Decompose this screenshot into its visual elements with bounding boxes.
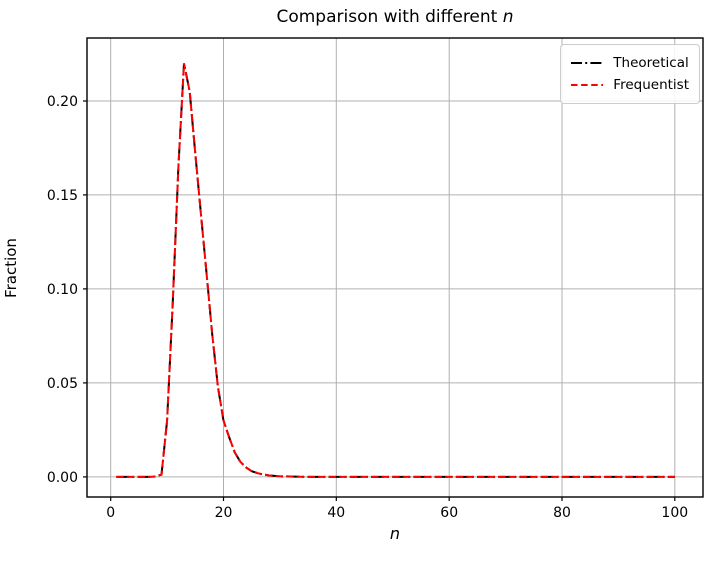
y-tick-label: 0.15 <box>47 188 78 204</box>
chart-title-var: n <box>502 7 514 27</box>
x-axis-label: n <box>389 524 401 543</box>
x-tick-label: 0 <box>106 505 115 521</box>
legend-item-frequentist: Frequentist <box>570 74 689 96</box>
y-tick-label: 0.20 <box>47 94 78 110</box>
legend-item-theoretical: Theoretical <box>570 52 689 74</box>
x-tick-label: 60 <box>440 505 458 521</box>
plot-frame <box>86 37 704 498</box>
y-tick-label: 0.10 <box>47 282 78 298</box>
y-axis-label: Fraction <box>2 238 20 298</box>
theoretical-line-sample-icon <box>571 62 604 64</box>
series-line-theoretical <box>116 63 675 478</box>
legend-label-theoretical: Theoretical <box>613 55 689 71</box>
chart-title-text: Comparison with different <box>276 7 503 27</box>
legend: Theoretical Frequentist <box>560 44 700 104</box>
y-tick-label: 0.00 <box>47 470 78 486</box>
x-tick-label: 20 <box>215 505 233 521</box>
x-tick-label: 40 <box>327 505 345 521</box>
chart-title: Comparison with different n <box>87 7 703 27</box>
x-tick-label: 100 <box>661 505 688 521</box>
x-tick-label: 80 <box>553 505 571 521</box>
legend-label-frequentist: Frequentist <box>613 77 689 93</box>
series-line-frequentist <box>116 63 675 478</box>
y-tick-label: 0.05 <box>47 376 78 392</box>
frequentist-line-sample-icon <box>571 84 604 86</box>
